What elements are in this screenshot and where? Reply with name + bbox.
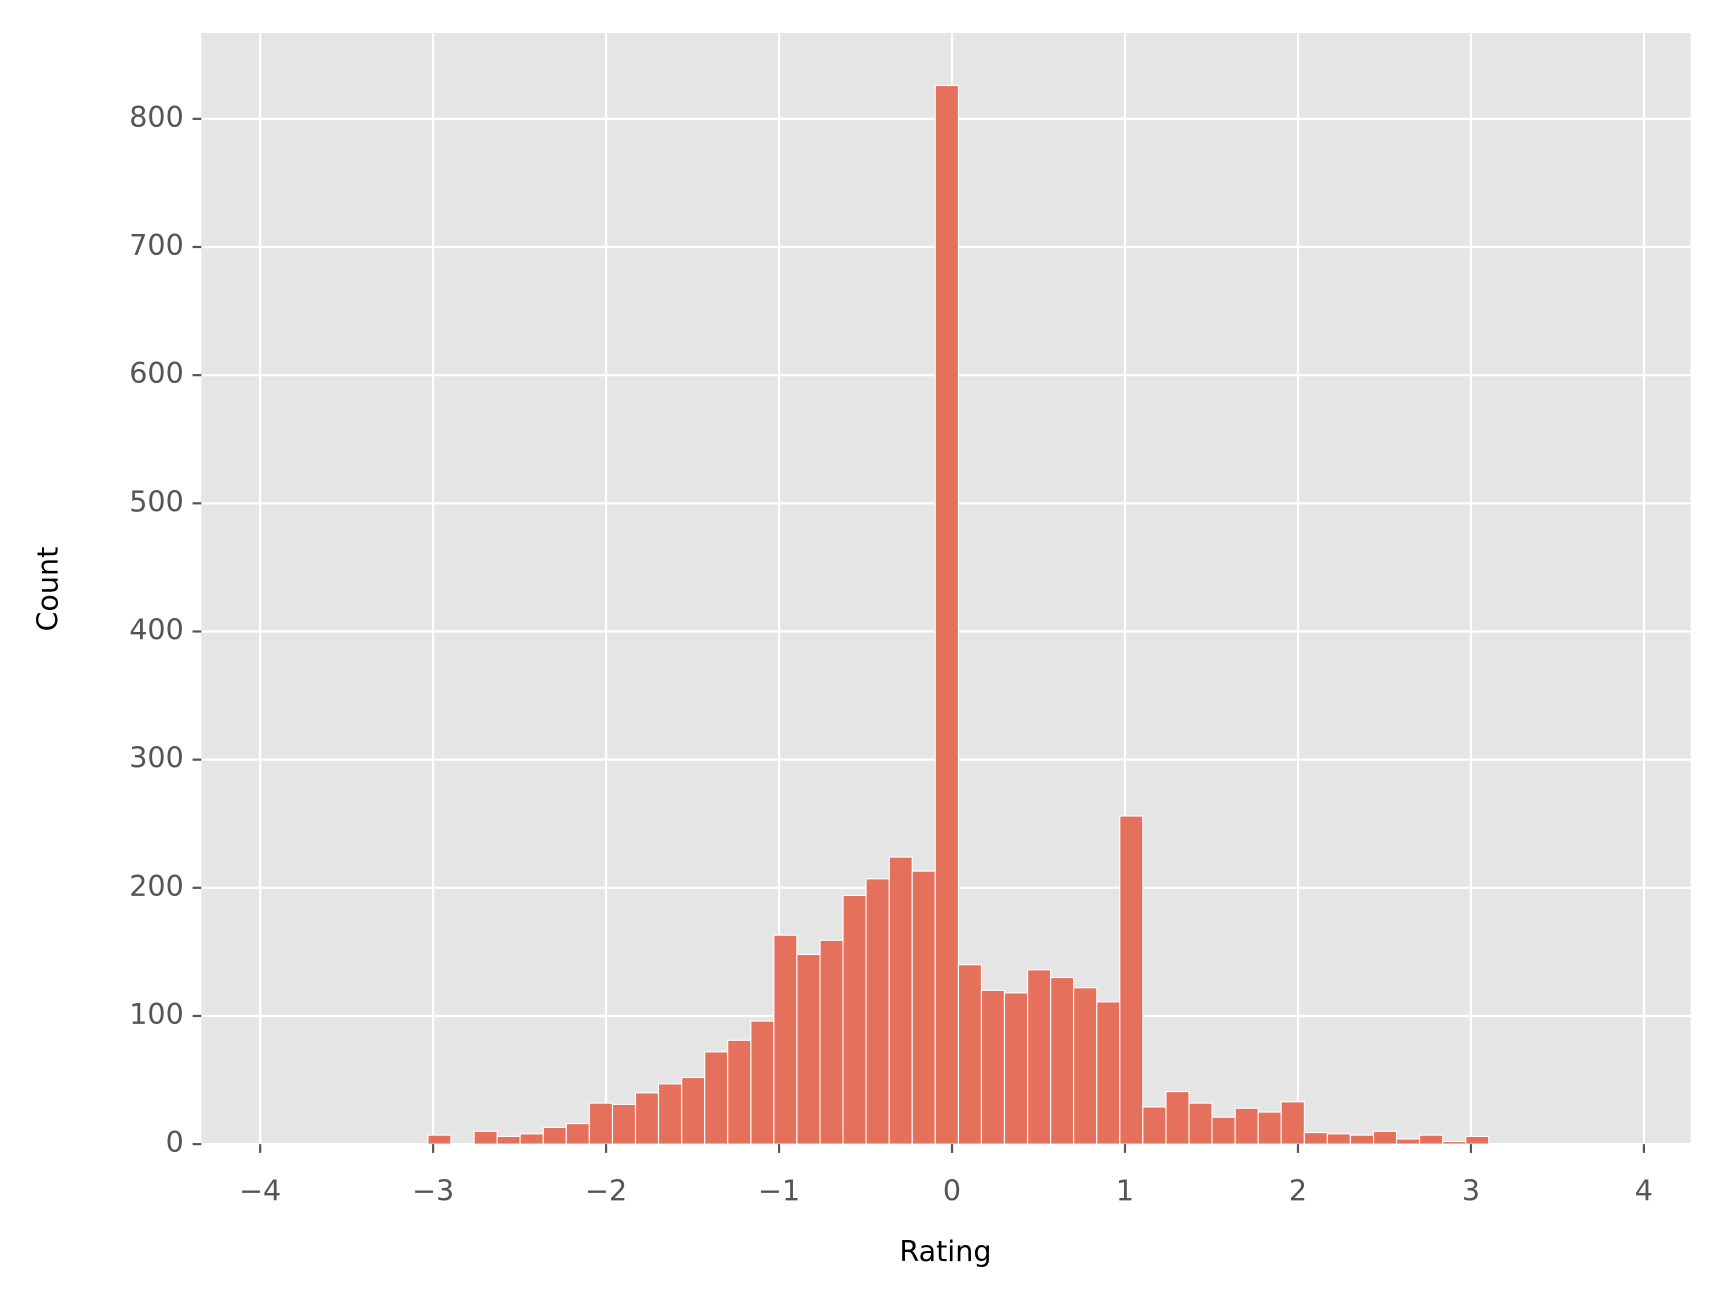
bar: [1142, 1106, 1167, 1145]
bars: [427, 84, 1490, 1145]
bar: [819, 939, 844, 1145]
bar: [1165, 1091, 1190, 1145]
y-tick-label: 600: [129, 356, 184, 390]
x-tick-label: −1: [758, 1173, 800, 1207]
bar: [496, 1135, 521, 1145]
x-tick-label: −2: [585, 1173, 627, 1207]
bar: [773, 934, 798, 1145]
y-tick-label: 0: [166, 1125, 184, 1159]
x-axis-label: Rating: [899, 1234, 991, 1268]
bar: [427, 1134, 452, 1145]
bar: [634, 1092, 660, 1145]
bar: [657, 1083, 683, 1145]
bar: [934, 84, 959, 1145]
bar: [1073, 987, 1098, 1145]
bar: [1396, 1138, 1421, 1145]
bar: [542, 1126, 567, 1145]
bar: [957, 964, 982, 1145]
x-tick-label: −3: [412, 1173, 454, 1207]
x-tick-label: 1: [1116, 1173, 1134, 1207]
x-tick-label: 3: [1462, 1173, 1480, 1207]
bar: [1050, 976, 1075, 1145]
bar: [727, 1039, 752, 1145]
y-tick-label: 800: [129, 100, 184, 134]
x-tick-label: −4: [239, 1173, 281, 1207]
y-tick-label: 700: [129, 228, 184, 262]
bar: [865, 878, 890, 1145]
bar: [1119, 815, 1144, 1145]
bar: [1257, 1111, 1282, 1145]
bar: [980, 989, 1005, 1145]
bar: [842, 894, 867, 1145]
bar: [1027, 969, 1052, 1145]
y-tick-label: 200: [129, 869, 184, 903]
bar: [750, 1020, 775, 1145]
y-tick-label: 500: [129, 484, 184, 518]
bar: [473, 1130, 498, 1145]
bar: [911, 870, 936, 1145]
bar: [1465, 1135, 1490, 1145]
bar: [1303, 1132, 1328, 1145]
bar: [1211, 1116, 1236, 1145]
bar: [888, 856, 913, 1145]
bar: [1326, 1133, 1351, 1145]
x-tick-label: 2: [1289, 1173, 1307, 1207]
bar: [796, 953, 821, 1145]
bar: [704, 1051, 729, 1145]
y-tick-label: 300: [129, 741, 184, 775]
y-axis-label: Count: [31, 547, 65, 632]
bar: [1003, 992, 1029, 1145]
bar: [1280, 1101, 1305, 1145]
bar: [1419, 1134, 1444, 1145]
y-tick-label: 400: [129, 612, 184, 646]
bar: [519, 1133, 544, 1145]
bar: [1442, 1141, 1467, 1145]
y-tick-label: 100: [129, 997, 184, 1031]
bar: [611, 1103, 637, 1145]
bar: [1349, 1134, 1375, 1145]
bar: [1234, 1107, 1259, 1145]
bar: [1188, 1102, 1213, 1145]
bar: [1372, 1130, 1398, 1145]
bar: [588, 1102, 614, 1145]
x-tick-label: 4: [1635, 1173, 1653, 1207]
bar: [565, 1123, 590, 1145]
bar: [681, 1076, 706, 1145]
x-tick-label: 0: [943, 1173, 961, 1207]
axes: −4 −3 −2 −1 0 1 2 3 4 0 100 200 300 400 500 600 700 800: [129, 100, 1653, 1208]
bar: [1096, 1001, 1121, 1145]
